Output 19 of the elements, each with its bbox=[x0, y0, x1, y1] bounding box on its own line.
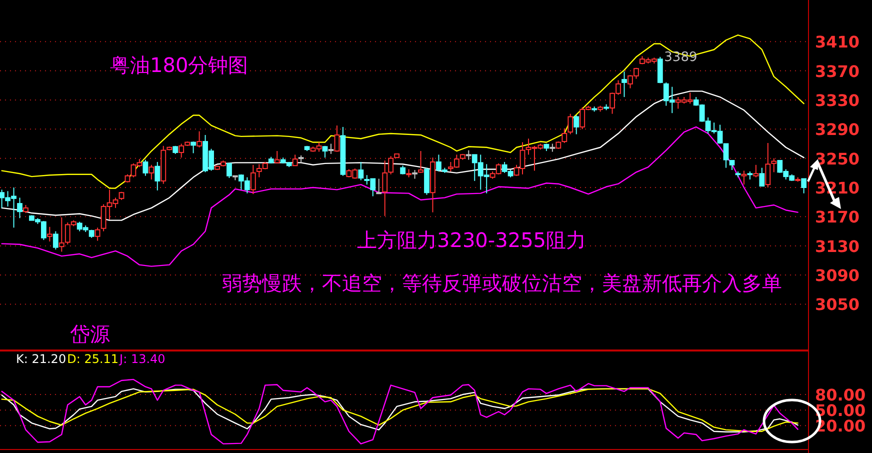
text: 粤油180分钟图 bbox=[110, 53, 248, 77]
y-tick-label: 3170 bbox=[815, 208, 860, 227]
y-tick-label: 3330 bbox=[815, 90, 860, 110]
annotation: 弱势慢跌，不追空，等待反弹或破位沽空，美盘新低再介入多单 bbox=[222, 271, 782, 295]
y-tick-label: 3050 bbox=[815, 295, 860, 314]
annotation: 岱源 bbox=[70, 322, 110, 346]
line-series bbox=[1, 34, 804, 189]
y-tick-label: 3090 bbox=[815, 266, 860, 286]
line-series bbox=[1, 378, 798, 444]
annotation: 上方阻力3230-3255阻力 bbox=[357, 228, 586, 252]
y-tick-label: 3130 bbox=[815, 236, 860, 256]
line-series bbox=[1, 126, 798, 267]
y-tick-label: 3410 bbox=[815, 32, 860, 52]
y-tick-label: 3370 bbox=[815, 62, 860, 81]
legend: K: 21.20 D: 25.11J: 13.40 bbox=[16, 352, 166, 366]
y-tick-label: 3250 bbox=[815, 149, 860, 168]
y-tick-label: 3290 bbox=[815, 120, 860, 140]
line-series bbox=[1, 90, 804, 221]
annotation: 3389 bbox=[664, 50, 698, 65]
